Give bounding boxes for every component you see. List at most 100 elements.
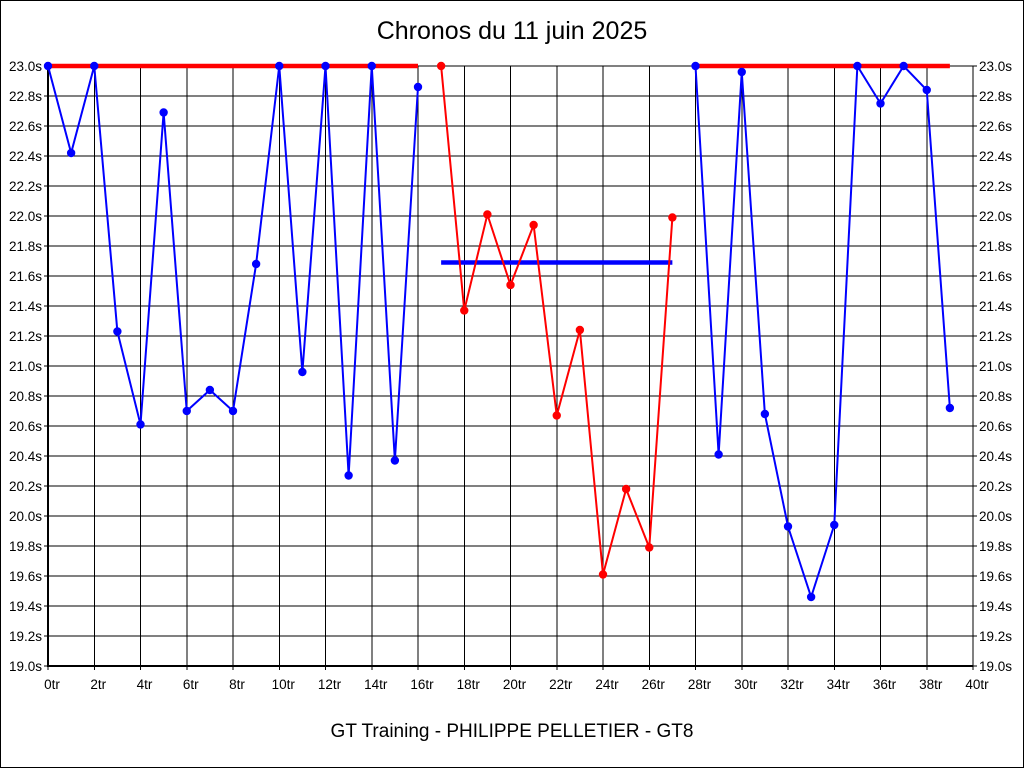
x-axis-labels: 0tr 2tr 4tr 6tr 8tr 10tr 12tr 14tr 16tr 18tr 20tr 2… [44,677,989,692]
svg-text:34tr: 34tr [827,677,851,692]
svg-text:14tr: 14tr [364,677,388,692]
lap-times-red-stint-point [506,280,515,290]
svg-text:22.0s: 22.0s [979,209,1012,224]
lap-times-blue-stint-1-point [182,406,191,416]
svg-text:21.8s: 21.8s [979,239,1012,254]
svg-text:19.6s: 19.6s [9,569,42,584]
svg-text:19.4s: 19.4s [9,599,42,614]
y-axis-labels-right: 23.0s 22.8s 22.6s 22.4s 22.2s 22.0s 21.8s 21.6s… [979,59,1012,674]
svg-text:22.6s: 22.6s [9,119,42,134]
svg-text:2tr: 2tr [90,677,106,692]
svg-text:22.6s: 22.6s [979,119,1012,134]
lap-times-blue-stint-2-point [922,85,931,95]
svg-text:22.2s: 22.2s [9,179,42,194]
svg-text:22.0s: 22.0s [9,209,42,224]
lap-times-red-stint-point [575,325,585,335]
svg-text:20.4s: 20.4s [979,449,1012,464]
svg-text:20.0s: 20.0s [9,509,42,524]
svg-text:24tr: 24tr [595,677,619,692]
svg-text:21.4s: 21.4s [979,299,1012,314]
lap-times-blue-stint-1-point [298,367,307,377]
svg-text:22.8s: 22.8s [979,89,1012,104]
svg-text:22.4s: 22.4s [979,149,1012,164]
lap-times-red-stint-point [460,306,469,315]
svg-text:12tr: 12tr [318,677,342,692]
svg-text:21.2s: 21.2s [9,329,42,344]
lap-times-red-stint-point [552,411,561,420]
svg-text:22.8s: 22.8s [9,89,42,104]
lap-times-blue-stint-1-point [136,420,145,429]
lap-times-blue-stint-1-point [413,82,423,92]
svg-text:19.8s: 19.8s [9,539,42,554]
svg-text:21.6s: 21.6s [9,269,42,284]
svg-text:20.4s: 20.4s [9,449,42,464]
svg-text:20.6s: 20.6s [9,419,42,434]
svg-text:21.0s: 21.0s [979,359,1012,374]
svg-text:21.0s: 21.0s [9,359,42,374]
svg-text:19.8s: 19.8s [979,539,1012,554]
svg-text:21.2s: 21.2s [979,329,1012,344]
svg-text:20.0s: 20.0s [979,509,1012,524]
lap-times-blue-stint-1-point [228,406,238,416]
svg-text:20tr: 20tr [503,677,527,692]
chart-footer: GT Training - PHILIPPE PELLETIER - GT8 [330,721,694,742]
lap-times-blue-stint-1-point [321,61,330,71]
lap-times-blue-stint-1-point [159,108,168,117]
lap-times-blue-stint-2-point [691,61,700,71]
lap-times-blue-stint-1-point [66,148,76,158]
svg-text:23.0s: 23.0s [9,59,42,74]
lap-times-blue-stint-2-point [737,67,746,77]
lap-times-red-stint-point [483,210,492,219]
svg-text:19.2s: 19.2s [9,629,42,644]
svg-text:18tr: 18tr [457,677,481,692]
axis-lines [47,66,973,667]
svg-text:40tr: 40tr [965,677,989,692]
lap-times-blue-stint-1-point [251,259,261,269]
svg-text:36tr: 36tr [873,677,897,692]
svg-text:23.0s: 23.0s [979,59,1012,74]
svg-text:38tr: 38tr [919,677,943,692]
lap-times-red-stint-point [668,213,677,222]
svg-text:0tr: 0tr [44,677,60,692]
lap-times-blue-stint-2-point [876,99,885,108]
lap-times-blue-stint-2-point [945,403,955,413]
chart-title: Chronos du 11 juin 2025 [376,17,648,45]
lap-times-red-stint-point [598,570,608,579]
svg-text:22.2s: 22.2s [979,179,1012,194]
svg-text:19.0s: 19.0s [9,659,42,674]
svg-text:30tr: 30tr [734,677,758,692]
lap-times-red-stint-point [621,484,631,494]
svg-text:20.8s: 20.8s [979,389,1012,404]
svg-text:19.6s: 19.6s [979,569,1012,584]
svg-text:26tr: 26tr [642,677,666,692]
svg-text:16tr: 16tr [410,677,434,692]
svg-text:19.4s: 19.4s [979,599,1012,614]
svg-text:20.2s: 20.2s [979,479,1012,494]
lap-times-blue-stint-2-point [760,409,770,419]
svg-text:21.4s: 21.4s [9,299,42,314]
lap-times-blue-stint-2-point [830,520,839,530]
lap-times-blue-stint-1-point [90,61,99,71]
lap-times-blue-stint-1-point [344,471,353,480]
svg-text:19.2s: 19.2s [979,629,1012,644]
svg-text:20.6s: 20.6s [979,419,1012,434]
lap-times-blue-stint-2-point [853,61,862,71]
lap-times-blue-stint-1 [43,61,423,480]
lap-times-red-stint-point [436,61,446,71]
svg-text:32tr: 32tr [780,677,804,692]
lap-times-red-stint [436,61,677,579]
svg-text:10tr: 10tr [272,677,296,692]
svg-text:20.8s: 20.8s [9,389,42,404]
lap-times-blue-stint-2 [691,61,955,602]
lap-times-blue-stint-2-point [783,522,793,531]
svg-text:19.0s: 19.0s [979,659,1012,674]
reference-lines [48,63,950,265]
svg-text:6tr: 6tr [183,677,199,692]
svg-text:21.8s: 21.8s [9,239,42,254]
y-axis-labels-left: 23.0s 22.8s 22.6s 22.4s 22.2s 22.0s 21.8s 21.6s… [9,59,42,674]
lap-times-red-stint-point [529,220,538,230]
lap-times-blue-stint-1-point [205,385,215,395]
svg-text:4tr: 4tr [137,677,153,692]
svg-text:20.2s: 20.2s [9,479,42,494]
